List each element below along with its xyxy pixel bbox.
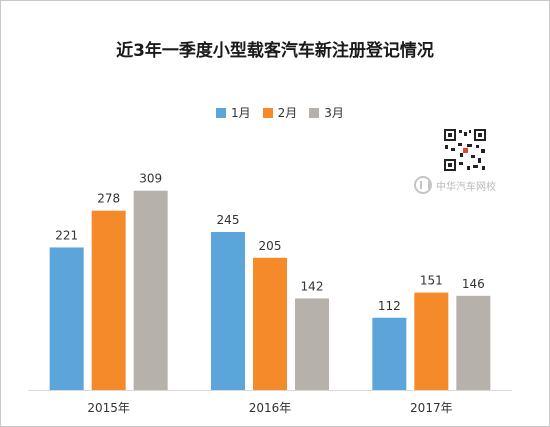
watermark: 中华汽车网校	[414, 176, 496, 194]
legend-label-1: 1月	[231, 106, 251, 120]
qr-code-icon	[443, 128, 487, 172]
data-label-2-1: 245	[217, 213, 240, 227]
data-label-3-1: 112	[378, 299, 401, 313]
bar-2-1	[211, 231, 245, 390]
x-tick-label-3: 2017年	[410, 401, 453, 415]
bar-1-1	[49, 247, 84, 390]
x-tick-label-2: 2016年	[249, 401, 292, 415]
data-label-2-2: 205	[259, 239, 282, 253]
data-label-1-1: 221	[55, 228, 78, 242]
chart-title: 近3年一季度小型载客汽车新注册登记情况	[116, 41, 434, 61]
legend-swatch-2	[262, 107, 273, 118]
data-label-2-3: 142	[301, 279, 324, 293]
legend: 1月 2月 3月	[216, 104, 356, 121]
legend-swatch-3	[309, 107, 320, 118]
legend-label-3: 3月	[324, 106, 344, 120]
bar-1-2	[91, 210, 126, 390]
data-label-1-2: 278	[97, 192, 120, 206]
bar-2-3	[295, 298, 329, 390]
bar-3-2	[414, 292, 449, 390]
legend-label-2: 2月	[277, 106, 298, 120]
legend-item-2: 2月	[262, 104, 298, 121]
site-logo-icon	[414, 176, 432, 194]
data-label-1-3: 309	[139, 172, 162, 186]
bar-3-3	[456, 295, 491, 390]
x-tick-label-1: 2015年	[87, 401, 130, 415]
bar-3-1	[372, 317, 407, 390]
legend-item-1: 1月	[216, 104, 251, 121]
data-label-3-2: 151	[420, 274, 443, 288]
data-label-3-3: 146	[462, 277, 485, 291]
bar-2-2	[253, 257, 287, 390]
legend-swatch-1	[216, 107, 226, 118]
bar-1-3	[133, 190, 168, 390]
legend-item-3: 3月	[309, 104, 344, 121]
watermark-text: 中华汽车网校	[436, 181, 496, 193]
